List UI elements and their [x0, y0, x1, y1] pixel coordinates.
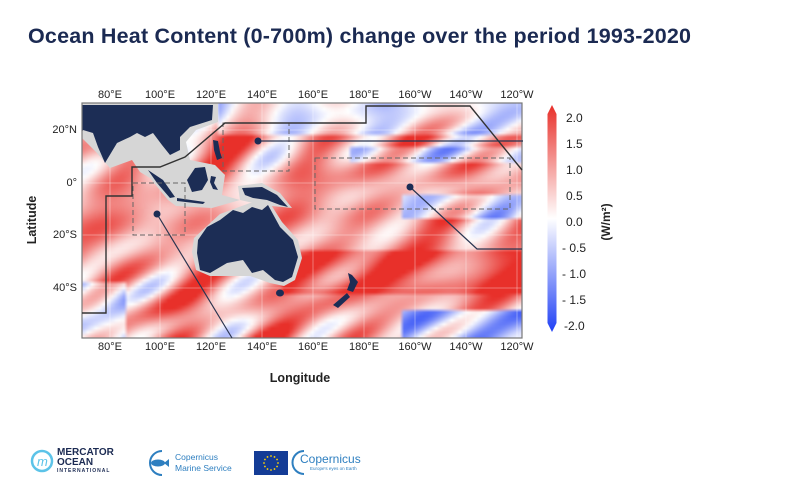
- x-tick-label: 160°W: [398, 89, 432, 101]
- tasmania-land: [276, 289, 284, 297]
- y-tick-label: 20°S: [53, 229, 77, 241]
- logo-line: Marine Service: [175, 463, 232, 473]
- x-tick-label: 180°E: [348, 89, 380, 101]
- australia-land: [197, 205, 298, 282]
- logo-line: Europe's eyes on Earth: [310, 466, 357, 471]
- x-tick-label: 120°W: [500, 341, 534, 353]
- colorbar-tick: - 1.0: [562, 267, 587, 281]
- newzealand-south: [333, 293, 350, 308]
- y-tick-label: 20°N: [52, 124, 77, 136]
- sumatra-land: [148, 170, 175, 198]
- logo-line: OCEAN: [57, 457, 94, 468]
- land: [82, 103, 358, 308]
- newguinea-land: [242, 187, 288, 207]
- x-tick-label: 120°W: [500, 89, 534, 101]
- region-boundary: [82, 105, 523, 314]
- x-tick-label: 140°W: [449, 341, 483, 353]
- eu-star-icon: [264, 458, 266, 461]
- chart-title: Ocean Heat Content (0-700m) change over …: [28, 24, 692, 48]
- eu-star-icon: [277, 462, 279, 464]
- colorbar-tick: 1.0: [566, 163, 583, 177]
- colorbar: [547, 105, 557, 332]
- colorbar-tick: 0.0: [566, 215, 583, 229]
- x-tick-label: 80°E: [98, 341, 122, 353]
- eu-star-icon: [276, 465, 278, 468]
- dashed-region-box: [314, 157, 511, 210]
- eu-flag-icon: [254, 451, 288, 475]
- colorbar-tick: 2.0: [566, 111, 583, 125]
- newzealand-north: [347, 273, 358, 292]
- eu-star-icon: [273, 456, 276, 458]
- callout-dot: [153, 210, 161, 218]
- map-frame: [81, 102, 523, 339]
- asia-land: [82, 105, 213, 163]
- mercator-logo-text: MERCATOR OCEAN INTERNATIONAL: [57, 448, 114, 475]
- y-tick-label: 40°S: [53, 282, 77, 294]
- callout-dots: [153, 137, 414, 218]
- logo-line: MERCATOR: [57, 447, 114, 458]
- x-tick-label: 120°E: [195, 341, 227, 353]
- copernicus-logo-text: Copernicus Europe's eyes on Earth: [300, 453, 361, 472]
- philippines-land: [213, 140, 222, 160]
- eu-star-icon: [266, 456, 269, 458]
- callout-dot: [254, 137, 262, 145]
- eu-star-icon: [276, 458, 278, 461]
- x-tick-label: 100°E: [144, 341, 176, 353]
- java-land: [177, 198, 205, 204]
- copernicus-marine-logo-text: Copernicus Marine Service: [175, 452, 232, 474]
- logo-line: INTERNATIONAL: [57, 468, 111, 474]
- sulawesi-land: [210, 176, 218, 190]
- x-tick-label: 160°W: [398, 341, 432, 353]
- svg-text:m: m: [37, 454, 48, 469]
- colorbar-tick: -2.0: [564, 319, 585, 333]
- x-tick-label: 160°E: [297, 89, 329, 101]
- logo-line: Copernicus: [300, 452, 361, 466]
- x-tick-label: 100°E: [144, 89, 176, 101]
- callout-dot: [406, 183, 414, 191]
- dashed-region-box: [132, 182, 186, 236]
- colorbar-unit: (W/m²): [599, 203, 613, 241]
- borneo-land: [187, 167, 208, 192]
- x-tick-label: 160°E: [297, 341, 329, 353]
- eu-star-icon: [266, 468, 269, 470]
- x-tick-label: 140°E: [246, 89, 278, 101]
- copernicus-marine-logo: [149, 450, 169, 476]
- eu-star-icon: [273, 468, 276, 470]
- colorbar-tick: - 0.5: [562, 241, 587, 255]
- x-axis-label: Longitude: [269, 371, 331, 385]
- x-tick-label: 140°E: [246, 341, 278, 353]
- callout-line: [156, 213, 233, 339]
- eu-star-icon: [270, 455, 272, 457]
- logo-line: Copernicus: [175, 452, 218, 462]
- callout-lines: [156, 140, 523, 339]
- colorbar-tick: 0.5: [566, 189, 583, 203]
- x-tick-label: 180°E: [348, 341, 380, 353]
- colorbar-tick: 1.5: [566, 137, 583, 151]
- callout-line: [409, 186, 522, 250]
- colorbar-tick: - 1.5: [562, 293, 587, 307]
- eu-star-icon: [264, 465, 266, 468]
- eu-star-icon: [263, 462, 265, 464]
- mercator-ocean-logo: m: [30, 449, 54, 473]
- copernicus-logo: [291, 450, 305, 475]
- x-tick-label: 120°E: [195, 89, 227, 101]
- x-tick-label: 80°E: [98, 89, 122, 101]
- x-tick-label: 140°W: [449, 89, 483, 101]
- eu-star-icon: [270, 469, 272, 471]
- y-tick-label: 0°: [66, 177, 77, 189]
